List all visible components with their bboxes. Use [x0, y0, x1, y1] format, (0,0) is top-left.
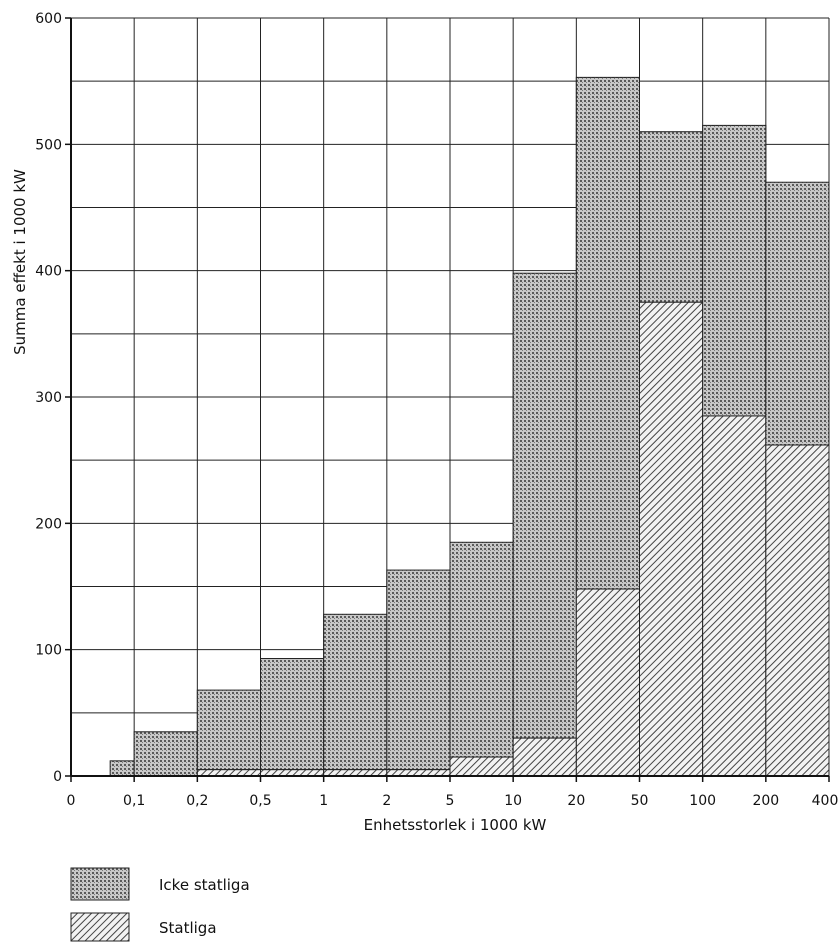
bar-icke-statliga	[765, 181, 830, 446]
legend-swatch-statliga	[70, 912, 130, 942]
legend-swatch-icke-statliga	[70, 867, 130, 901]
bar-icke-statliga	[260, 658, 325, 771]
bar-statliga	[765, 444, 830, 777]
y-tick-label: 600	[35, 11, 62, 27]
y-tick-label: 500	[35, 137, 62, 153]
x-tick-label: 0,2	[186, 793, 208, 809]
x-tick-label: 0,1	[123, 793, 145, 809]
y-tick-label: 400	[35, 264, 62, 280]
bars	[109, 76, 830, 777]
x-tick-label: 20	[567, 793, 585, 809]
legend-label-icke-statliga: Icke statliga	[159, 876, 250, 894]
bar-statliga	[702, 415, 767, 777]
bar-statliga	[512, 737, 577, 777]
x-tick-label: 200	[752, 793, 779, 809]
bar-icke-statliga	[196, 689, 261, 771]
y-tick-label: 0	[53, 769, 62, 785]
x-tick-label: 5	[446, 793, 455, 809]
x-tick-label: 100	[689, 793, 716, 809]
x-tick-label: 400	[812, 793, 839, 809]
bar-icke-statliga	[386, 569, 451, 771]
bar-statliga	[449, 756, 514, 777]
bar-icke-statliga	[639, 131, 704, 303]
bar-icke-statliga	[449, 541, 514, 758]
x-tick-label: 10	[504, 793, 522, 809]
legend-label-statliga: Statliga	[159, 919, 217, 937]
bar-icke-statliga	[323, 613, 388, 771]
bar-statliga	[639, 301, 704, 777]
x-tick-label: 2	[382, 793, 391, 809]
y-axis-title: Summa effekt i 1000 kW	[11, 169, 29, 355]
legend: Icke statliga Statliga	[70, 867, 250, 942]
bar-icke-statliga	[133, 731, 198, 777]
y-tick-label: 200	[35, 516, 62, 532]
bar-icke-statliga	[575, 76, 640, 590]
x-axis-title: Enhetsstorlek i 1000 kW	[364, 816, 547, 834]
axes	[65, 17, 830, 782]
x-tick-label: 0	[67, 793, 76, 809]
bar-icke-statliga	[109, 760, 135, 777]
y-tick-label: 100	[35, 643, 62, 659]
bar-icke-statliga	[512, 272, 577, 739]
bar-statliga	[575, 588, 640, 777]
x-tick-label: 0,5	[249, 793, 271, 809]
tick-labels: 0 100 200 300 400 500 600 0 0,1 0,2 0,5 1 2 5 10 20 50 10…	[35, 11, 838, 809]
bar-icke-statliga	[702, 124, 767, 417]
y-tick-label: 300	[35, 390, 62, 406]
x-tick-label: 1	[319, 793, 328, 809]
x-tick-label: 50	[631, 793, 649, 809]
